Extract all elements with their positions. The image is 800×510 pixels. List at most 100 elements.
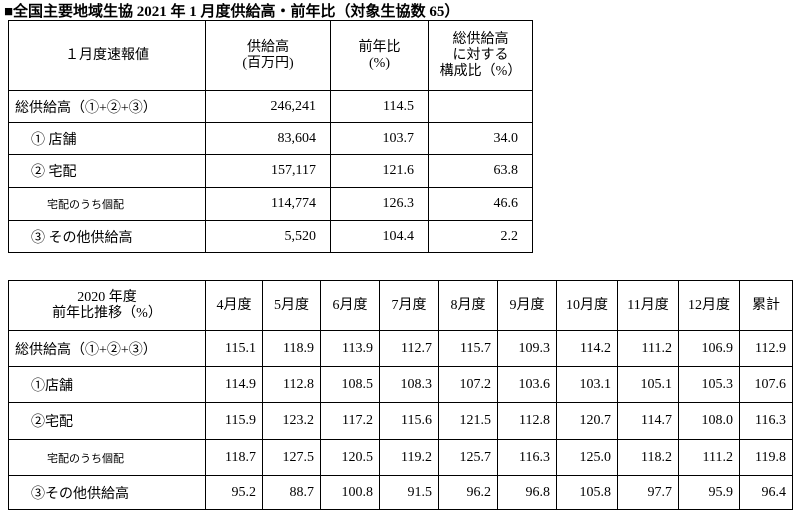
data-row: 宅配のうち個配 114,774 126.3 46.6	[8, 187, 533, 221]
value-cell: 125.7	[438, 439, 498, 476]
cell-value: 104.4	[382, 228, 415, 244]
header-text: 累計	[752, 297, 780, 313]
cell-value: 114,774	[271, 196, 316, 211]
value-cell: 120.7	[556, 402, 618, 440]
value-cell	[428, 90, 533, 123]
data-row: ②宅配 115.9 123.2 117.2 115.6 121.5 112.8 120.7 11…	[8, 402, 793, 440]
cell-value: 105.8	[579, 484, 612, 500]
data-row: ③その他供給高 95.2 88.7 100.8 91.5 96.2 96.8 105.8 97.…	[8, 475, 793, 510]
cell-value: 111.2	[702, 449, 733, 465]
header-text: (百万円)	[242, 55, 294, 71]
cell-label: 総供給高（①+②+③）	[15, 100, 157, 116]
header-cell: １月度速報値	[8, 20, 206, 91]
header-text: 2020 年度	[77, 289, 137, 305]
value-cell: 118.9	[262, 330, 321, 367]
row-label: ①店舗	[8, 366, 206, 403]
cell-value: 46.6	[493, 196, 519, 211]
value-cell: 114,774	[205, 187, 331, 221]
value-cell: 115.1	[205, 330, 263, 367]
cell-value: 113.9	[342, 340, 373, 356]
header-cell: 11月度	[617, 280, 679, 331]
value-cell: 111.2	[617, 330, 679, 367]
value-cell: 96.2	[438, 475, 498, 510]
header-text: 総供給高	[452, 31, 509, 47]
header-text: １月度速報値	[65, 47, 149, 63]
data-row: ③ その他供給高 5,520 104.4 2.2	[8, 220, 533, 253]
header-cell: 9月度	[497, 280, 557, 331]
value-cell: 246,241	[205, 90, 331, 123]
value-cell: 126.3	[330, 187, 429, 221]
cell-value: 114.7	[641, 413, 672, 428]
cell-value: 127.5	[282, 449, 315, 465]
cell-value: 100.8	[341, 484, 374, 500]
value-cell: 119.8	[739, 439, 793, 476]
value-cell: 114.7	[617, 402, 679, 440]
cell-value: 103.1	[579, 376, 612, 392]
cell-value: 115.7	[460, 340, 491, 356]
value-cell: 111.2	[678, 439, 740, 476]
value-cell: 108.3	[379, 366, 439, 403]
value-cell: 118.7	[205, 439, 263, 476]
cell-value: 116.3	[519, 449, 550, 465]
value-cell: 119.2	[379, 439, 439, 476]
value-cell: 123.2	[262, 402, 321, 440]
value-cell: 88.7	[262, 475, 321, 510]
header-cell: 6月度	[320, 280, 380, 331]
header-text: 前年比推移（%）	[52, 305, 162, 321]
header-text: 7月度	[391, 297, 427, 313]
value-cell: 112.8	[497, 402, 557, 440]
cell-value: 114.5	[383, 98, 414, 114]
cell-value: 121.6	[382, 163, 415, 178]
cell-label: 宅配のうち個配	[47, 199, 124, 211]
cell-value: 112.9	[755, 340, 786, 356]
header-text: 供給高	[247, 39, 289, 55]
value-cell: 46.6	[428, 187, 533, 221]
value-cell: 115.6	[379, 402, 439, 440]
header-row: １月度速報値 供給高 (百万円) 前年比 (%) 総供給高 に対する 構成比（%）	[8, 20, 533, 91]
cell-value: 125.0	[579, 449, 612, 465]
cell-value: 157,117	[271, 163, 316, 178]
cell-value: 121.5	[459, 413, 492, 428]
value-cell: 105.8	[556, 475, 618, 510]
cell-label: ③ その他供給高	[31, 230, 133, 246]
cell-label: ②宅配	[31, 415, 73, 430]
value-cell: 106.9	[678, 330, 740, 367]
value-cell: 114.5	[330, 90, 429, 123]
header-text: に対する	[452, 47, 509, 63]
value-cell: 107.2	[438, 366, 498, 403]
value-cell: 114.2	[556, 330, 618, 367]
header-cell: 供給高 (百万円)	[205, 20, 331, 91]
value-cell: 104.4	[330, 220, 429, 253]
value-cell: 112.7	[379, 330, 439, 367]
cell-value: 123.2	[282, 413, 315, 428]
value-cell: 108.0	[678, 402, 740, 440]
cell-value: 83,604	[277, 130, 317, 146]
value-cell: 2.2	[428, 220, 533, 253]
value-cell: 63.8	[428, 154, 533, 188]
header-cell: 累計	[739, 280, 793, 331]
value-cell: 100.8	[320, 475, 380, 510]
summary-table: １月度速報値 供給高 (百万円) 前年比 (%) 総供給高 に対する 構成比（%） 総供給高（①…	[8, 20, 533, 253]
data-row: ① 店舗 83,604 103.7 34.0	[8, 122, 533, 155]
cell-value: 112.8	[519, 413, 550, 428]
value-cell: 34.0	[428, 122, 533, 155]
cell-value: 117.2	[342, 413, 373, 428]
header-cell: 12月度	[678, 280, 740, 331]
cell-label: ③その他供給高	[31, 486, 129, 502]
value-cell: 157,117	[205, 154, 331, 188]
value-cell: 117.2	[320, 402, 380, 440]
value-cell: 115.9	[205, 402, 263, 440]
cell-value: 2.2	[500, 228, 519, 244]
cell-value: 91.5	[407, 484, 433, 500]
data-row: 総供給高（①+②+③） 115.1 118.9 113.9 112.7 115.7 109.…	[8, 330, 793, 367]
header-text: 9月度	[509, 297, 545, 313]
value-cell: 113.9	[320, 330, 380, 367]
header-cell: 総供給高 に対する 構成比（%）	[428, 20, 533, 91]
value-cell: 112.9	[739, 330, 793, 367]
header-text: 6月度	[332, 297, 368, 313]
row-label: ① 店舗	[8, 122, 206, 155]
value-cell: 115.7	[438, 330, 498, 367]
value-cell: 105.1	[617, 366, 679, 403]
title: ■全国主要地域生協 2021 年 1 月度供給高・前年比（対象生協数 65）	[4, 4, 460, 20]
value-cell: 95.9	[678, 475, 740, 510]
